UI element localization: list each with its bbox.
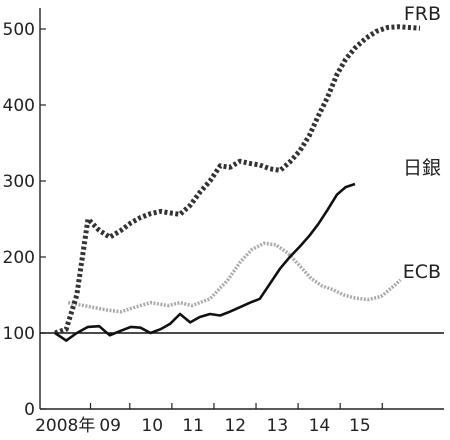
y-tick-label: 200 [3,248,35,268]
x-tick-label: 15 [349,416,371,436]
series-group [54,24,421,342]
x-tick-label: 13 [267,416,289,436]
y-tick-label: 400 [3,96,35,116]
chart-axes: 0 100 200 300 400 500 2008年 09 10 11 12 13 14 15 [3,8,444,436]
series-line-0 [54,24,421,336]
x-tick-label: 10 [141,416,163,436]
x-tick-label: 2008年 [35,416,95,436]
y-tick-label: 500 [3,20,35,40]
y-tick-label: 100 [3,324,35,344]
series-label-1: 日銀 [403,157,441,179]
y-tick-label: 0 [24,400,35,420]
x-tick-label: 12 [224,416,246,436]
x-tick-label: 11 [182,416,204,436]
series-line-1 [54,182,356,342]
series-label-0: FRB [404,3,441,25]
series-labels: FRB 日銀 ECB [403,3,441,283]
series-label-2: ECB [403,261,441,283]
series-line-2 [67,241,402,314]
x-tick-label: 09 [99,416,121,436]
y-tick-label: 300 [3,172,35,192]
x-tick-label: 14 [309,416,331,436]
